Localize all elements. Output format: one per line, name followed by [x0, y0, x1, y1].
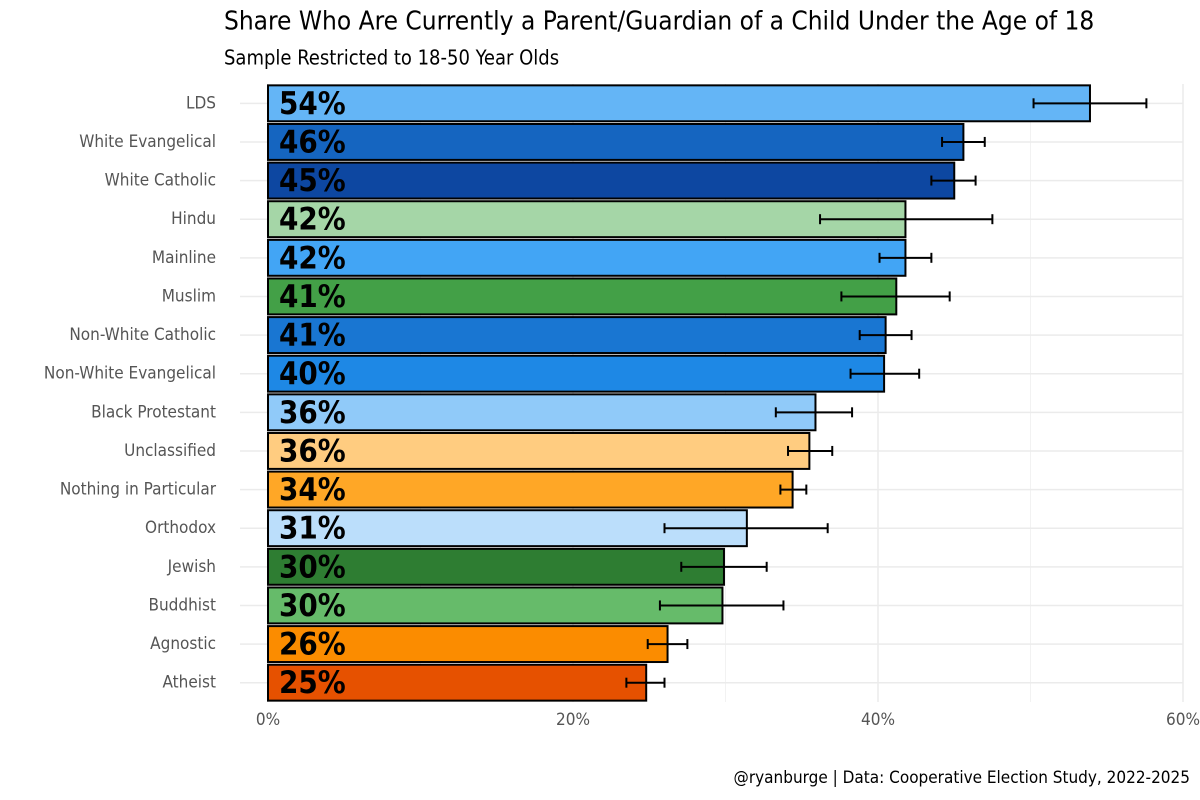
y-tick-label: Hindu: [171, 209, 216, 229]
error-bar: [680, 561, 768, 572]
value-label: 42%: [279, 240, 346, 276]
error-bar: [625, 677, 666, 688]
value-label: 54%: [279, 86, 346, 122]
value-label: 30%: [279, 588, 346, 624]
caption: @ryanburge | Data: Cooperative Election …: [734, 768, 1190, 788]
chart-title: Share Who Are Currently a Parent/Guardia…: [224, 7, 1094, 37]
y-tick-label: Agnostic: [150, 634, 216, 654]
bar: [267, 122, 965, 161]
value-label: 25%: [279, 665, 346, 701]
bar: [267, 625, 669, 664]
y-tick-label: Muslim: [162, 286, 216, 306]
y-tick-label: Non-White Catholic: [69, 325, 216, 345]
x-tick-label: 20%: [556, 710, 590, 730]
y-tick-label: Non-White Evangelical: [44, 364, 216, 384]
bar: [267, 354, 886, 393]
error-bar: [849, 368, 921, 379]
error-bar: [646, 639, 689, 650]
chart-subtitle: Sample Restricted to 18-50 Year Olds: [224, 46, 559, 70]
error-bar: [787, 445, 834, 456]
bar: [267, 586, 724, 625]
value-label: 46%: [279, 124, 346, 160]
x-tick-label: 0%: [256, 710, 280, 730]
bar: [267, 277, 898, 316]
x-tick-label: 40%: [861, 710, 895, 730]
y-tick-label: White Catholic: [105, 171, 216, 191]
bar: [267, 393, 817, 432]
value-label: 26%: [279, 627, 346, 663]
error-bar: [840, 291, 951, 302]
value-label: 36%: [279, 395, 346, 431]
error-bar: [930, 175, 977, 186]
y-tick-label: Nothing in Particular: [60, 480, 217, 500]
value-label: 40%: [279, 356, 346, 392]
y-tick-label: Orthodox: [145, 518, 216, 538]
y-tick-label: Mainline: [152, 248, 216, 268]
y-tick-label: Unclassified: [124, 441, 216, 461]
y-tick-label: LDS: [186, 93, 216, 113]
y-tick-label: White Evangelical: [79, 132, 216, 152]
value-label: 41%: [279, 318, 346, 354]
value-label: 34%: [279, 472, 346, 508]
error-bar: [774, 407, 854, 418]
error-bar: [1032, 98, 1148, 109]
y-tick-label: Atheist: [163, 673, 216, 693]
y-tick-label: Jewish: [167, 557, 216, 577]
error-bar: [658, 600, 785, 611]
bar: [267, 547, 725, 586]
bar: [267, 238, 907, 277]
error-bar: [819, 214, 994, 225]
value-label: 42%: [279, 202, 346, 238]
bar: [267, 663, 648, 702]
y-tick-label: Black Protestant: [91, 402, 216, 422]
value-label: 31%: [279, 511, 346, 547]
bar: [267, 161, 956, 200]
value-label: 30%: [279, 549, 346, 585]
bar: [267, 316, 887, 355]
value-label: 45%: [279, 163, 346, 199]
value-label: 41%: [279, 279, 346, 315]
error-bar: [779, 484, 808, 495]
bar: [267, 431, 811, 470]
y-tick-label: Buddhist: [148, 595, 216, 615]
x-tick-label: 60%: [1166, 710, 1200, 730]
value-label: 36%: [279, 433, 346, 469]
bar: [267, 470, 794, 509]
bar: [267, 200, 907, 239]
error-bar: [858, 330, 913, 341]
error-bar: [941, 136, 986, 147]
bar: [267, 84, 1091, 123]
error-bar: [878, 252, 933, 263]
error-bar: [663, 523, 829, 534]
